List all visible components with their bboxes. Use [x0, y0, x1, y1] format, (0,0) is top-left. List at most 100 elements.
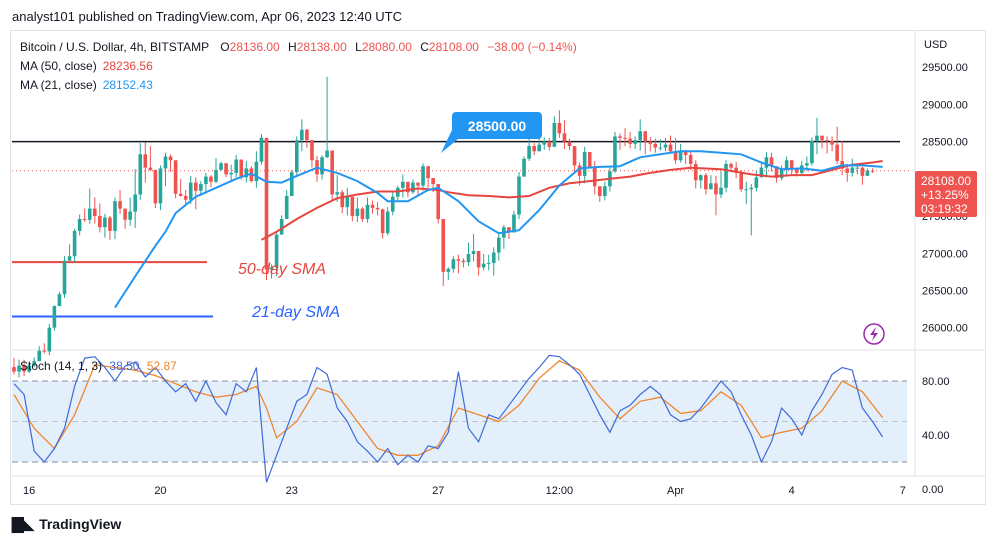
candle[interactable] — [22, 359, 26, 377]
candle[interactable] — [390, 190, 395, 216]
candle[interactable] — [461, 258, 466, 268]
candle[interactable] — [678, 143, 683, 163]
candle[interactable] — [234, 155, 238, 178]
candle[interactable] — [587, 152, 592, 168]
candlestick-series[interactable] — [12, 76, 875, 378]
candle[interactable] — [411, 179, 415, 194]
candle[interactable] — [259, 134, 264, 165]
candle[interactable] — [421, 163, 425, 191]
candle[interactable] — [62, 256, 67, 298]
candle[interactable] — [118, 190, 122, 214]
candle[interactable] — [709, 175, 713, 190]
lightning-icon[interactable] — [863, 323, 885, 345]
candle[interactable] — [355, 197, 360, 222]
candle[interactable] — [269, 264, 274, 279]
candle[interactable] — [633, 136, 637, 150]
candle[interactable] — [592, 160, 597, 195]
candle[interactable] — [441, 219, 446, 286]
candle[interactable] — [486, 254, 491, 271]
candle[interactable] — [699, 174, 703, 189]
candle[interactable] — [860, 166, 865, 185]
candle[interactable] — [507, 227, 511, 240]
candle[interactable] — [840, 140, 844, 176]
candle[interactable] — [12, 358, 16, 375]
candle[interactable] — [320, 155, 324, 180]
candle[interactable] — [749, 184, 754, 236]
candle[interactable] — [562, 120, 567, 150]
candle[interactable] — [345, 187, 350, 216]
candle[interactable] — [244, 160, 249, 183]
candle[interactable] — [295, 136, 299, 177]
candle[interactable] — [497, 232, 501, 261]
candle[interactable] — [784, 156, 789, 177]
candle[interactable] — [820, 135, 824, 149]
candle[interactable] — [133, 169, 137, 228]
candle[interactable] — [769, 152, 774, 172]
candle[interactable] — [103, 213, 107, 238]
candle[interactable] — [279, 215, 284, 235]
candle[interactable] — [82, 208, 87, 222]
candle[interactable] — [451, 256, 456, 273]
candle[interactable] — [724, 160, 728, 193]
candle[interactable] — [744, 181, 749, 205]
candle[interactable] — [668, 135, 673, 153]
candle[interactable] — [815, 117, 819, 155]
candle[interactable] — [274, 231, 279, 277]
candle[interactable] — [825, 136, 829, 154]
candle[interactable] — [830, 136, 834, 152]
candle[interactable] — [396, 185, 400, 202]
candle[interactable] — [653, 138, 658, 153]
candle[interactable] — [476, 251, 481, 276]
candle[interactable] — [128, 197, 132, 226]
candle[interactable] — [643, 131, 648, 155]
candle[interactable] — [72, 228, 77, 263]
candle[interactable] — [557, 110, 562, 138]
candle[interactable] — [385, 207, 390, 236]
candle[interactable] — [789, 160, 794, 176]
candle[interactable] — [426, 166, 430, 188]
candle[interactable] — [219, 161, 223, 171]
candle[interactable] — [658, 139, 663, 151]
candle[interactable] — [370, 200, 375, 214]
candle[interactable] — [153, 169, 158, 208]
candle[interactable] — [663, 137, 668, 152]
candle[interactable] — [204, 172, 208, 194]
candle[interactable] — [67, 244, 72, 261]
candle[interactable] — [330, 150, 334, 202]
candle[interactable] — [37, 346, 42, 362]
candle[interactable] — [638, 119, 642, 151]
candle[interactable] — [774, 166, 779, 183]
candle[interactable] — [158, 165, 163, 211]
candle[interactable] — [47, 323, 52, 356]
candle[interactable] — [32, 357, 36, 368]
candle[interactable] — [471, 233, 476, 262]
candle[interactable] — [734, 161, 738, 179]
candle[interactable] — [547, 137, 552, 151]
candle[interactable] — [300, 119, 304, 152]
candle[interactable] — [340, 190, 345, 214]
candle[interactable] — [42, 343, 47, 354]
candle[interactable] — [209, 175, 213, 188]
candle[interactable] — [360, 207, 365, 222]
candle[interactable] — [572, 146, 577, 173]
candle[interactable] — [704, 172, 708, 195]
candle[interactable] — [779, 165, 784, 181]
candle[interactable] — [714, 175, 718, 216]
candle[interactable] — [456, 254, 461, 274]
candle[interactable] — [148, 146, 153, 172]
candle[interactable] — [168, 154, 173, 173]
candle[interactable] — [618, 133, 622, 150]
candle[interactable] — [27, 361, 31, 374]
candle[interactable] — [598, 186, 602, 202]
candle[interactable] — [52, 305, 57, 331]
candle[interactable] — [446, 267, 451, 281]
candle[interactable] — [310, 140, 314, 168]
candle[interactable] — [325, 76, 329, 158]
candle[interactable] — [173, 160, 178, 199]
candle[interactable] — [481, 254, 486, 271]
candle[interactable] — [57, 291, 62, 307]
candle[interactable] — [693, 160, 698, 189]
candle[interactable] — [77, 214, 82, 236]
resistance-callout[interactable]: 28500.00 — [441, 112, 542, 153]
candle[interactable] — [522, 156, 526, 177]
